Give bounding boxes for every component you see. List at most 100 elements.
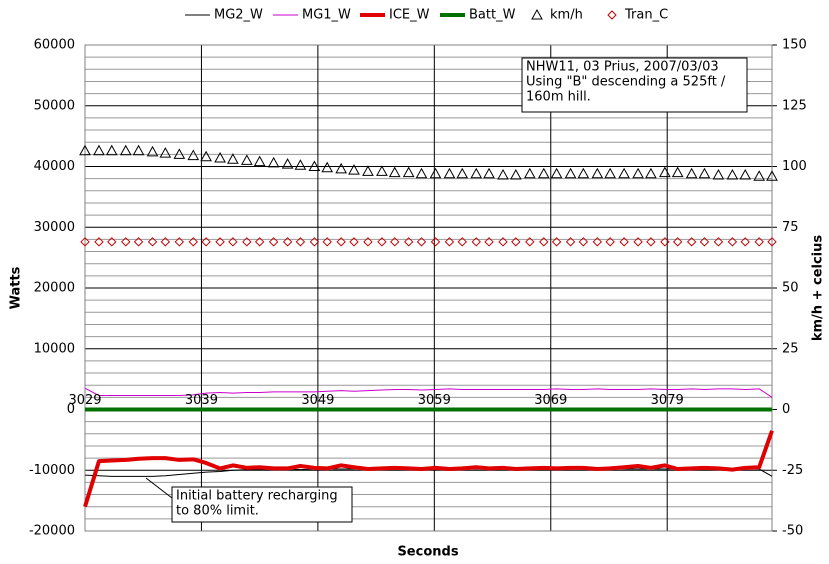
diamond-marker: [754, 237, 764, 247]
triangle-marker: [119, 144, 132, 156]
diamond-marker: [539, 237, 549, 247]
triangle-marker: [79, 144, 91, 156]
triangle-marker: [321, 161, 334, 173]
diamond-marker: [633, 237, 643, 247]
diamond-marker: [416, 237, 427, 247]
triangle-marker: [726, 168, 739, 180]
diamond-marker: [727, 237, 738, 247]
diamond-marker: [349, 237, 359, 247]
triangle-marker: [415, 167, 428, 179]
diamond-marker: [390, 237, 400, 247]
diamond-marker: [686, 237, 697, 247]
diamond-marker: [147, 237, 158, 247]
diamond-marker: [578, 237, 589, 247]
diamond-marker: [403, 237, 414, 247]
triangle-marker: [604, 167, 616, 179]
y-tick-label: -20000: [29, 524, 75, 539]
x-axis-title: Seconds: [397, 545, 458, 560]
y-tick-label: 50000: [34, 98, 75, 113]
diamond-marker: [498, 237, 508, 247]
y-tick-label: 20000: [34, 281, 75, 296]
callout-line: [145, 477, 173, 499]
triangle-marker: [753, 170, 766, 181]
legend: MG2_W MG1_W ICE_W Batt_W km/h Tran_C: [185, 8, 668, 23]
triangle-marker: [766, 170, 778, 181]
triangle-marker: [187, 149, 200, 161]
diamond-marker: [619, 237, 629, 247]
diamond-marker: [160, 237, 171, 247]
y2-tick-label: 50: [782, 281, 799, 296]
triangle-marker: [200, 150, 212, 162]
diamond-marker: [254, 237, 265, 247]
annotation-box: [521, 57, 748, 113]
triangle-marker: [429, 167, 442, 179]
triangle-marker: [564, 167, 577, 179]
legend-label: MG2_W: [214, 8, 263, 23]
diamond-marker: [511, 237, 521, 247]
diamond-marker: [80, 237, 90, 247]
annotation: 160m hill.: [526, 90, 591, 105]
triangle-marker: [470, 167, 483, 179]
diamond-marker: [471, 237, 481, 247]
callout-box: [171, 486, 353, 523]
diamond-marker: [457, 237, 467, 247]
triangle-marker: [241, 154, 253, 165]
diamond-marker: [672, 237, 683, 247]
triangle-marker: [267, 156, 280, 168]
triangle-marker: [550, 167, 563, 179]
triangle-marker: [214, 151, 226, 163]
triangle-marker: [632, 167, 644, 179]
x-tick-label: 3039: [185, 393, 218, 408]
x-tick-label: 3069: [534, 393, 567, 408]
triangle-marker: [308, 160, 321, 171]
diamond-marker: [740, 237, 750, 247]
annotation: to 80% limit.: [176, 504, 259, 519]
series-line: [84, 387, 773, 398]
triangle-marker: [497, 168, 509, 180]
triangle-marker: [376, 165, 388, 176]
y2-axis-title: km/h + celcius: [811, 235, 826, 342]
diamond-marker: [188, 237, 198, 247]
y-tick-label: -10000: [29, 463, 75, 478]
triangle-marker: [645, 167, 657, 179]
triangle-marker: [253, 155, 266, 167]
triangle-marker: [388, 166, 401, 178]
y2-tick-label: 150: [782, 38, 807, 53]
triangle-marker: [537, 167, 550, 179]
annotation: Initial battery recharging: [176, 489, 338, 504]
triangle-marker: [281, 158, 294, 169]
y-axis-title: Watts: [9, 266, 24, 309]
diamond-marker: [215, 237, 225, 247]
diamond-marker: [133, 237, 144, 247]
legend-label: Batt_W: [469, 8, 516, 23]
annotation: Using "B" descending a 525ft /: [526, 75, 726, 90]
y-tick-label: 30000: [34, 220, 75, 235]
triangle-marker: [105, 144, 118, 156]
triangle-marker: [483, 167, 495, 179]
diamond-marker: [767, 237, 777, 247]
diamond-marker: [713, 237, 724, 247]
triangle-marker: [509, 168, 522, 180]
triangle-marker: [159, 147, 172, 158]
diamond-marker: [268, 237, 279, 247]
y-tick-label: 40000: [34, 159, 75, 174]
diamond-marker: [484, 237, 494, 247]
triangle-marker: [671, 166, 684, 178]
diamond-marker: [592, 237, 603, 247]
annotation: NHW11, 03 Prius, 2007/03/03: [526, 60, 719, 75]
triangle-marker: [456, 167, 469, 179]
triangle-marker: [591, 167, 604, 179]
diamond-marker: [295, 237, 306, 247]
legend-swatch: [531, 8, 543, 20]
triangle-marker: [294, 159, 307, 170]
y2-tick-label: 100: [782, 159, 807, 174]
marks: [79, 144, 778, 508]
diamond-marker: [646, 237, 656, 247]
y2-tick-label: 125: [782, 98, 807, 113]
y-tick-label: 60000: [34, 38, 75, 53]
diamond-marker: [309, 237, 320, 247]
x-tick-label: 3059: [418, 393, 451, 408]
triangle-marker: [443, 167, 456, 179]
triangle-marker: [739, 168, 752, 180]
